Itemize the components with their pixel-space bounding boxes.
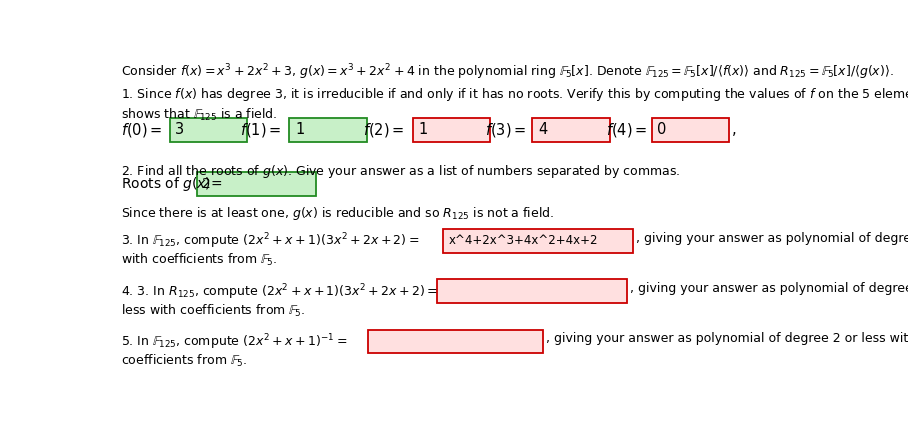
- Text: $f(3) =$: $f(3) =$: [485, 121, 527, 139]
- FancyBboxPatch shape: [412, 118, 490, 142]
- Text: $f(0) =$: $f(0) =$: [121, 121, 162, 139]
- FancyBboxPatch shape: [196, 172, 316, 196]
- FancyBboxPatch shape: [170, 118, 247, 142]
- Text: 1: 1: [419, 122, 428, 137]
- FancyBboxPatch shape: [369, 330, 543, 353]
- Text: $f(2) =$: $f(2) =$: [363, 121, 405, 139]
- Text: Since there is at least one, $g(x)$ is reducible and so $R_{125}$ is not a field: Since there is at least one, $g(x)$ is r…: [121, 205, 554, 222]
- Text: , giving your answer as polynomial of degree 2 or less: , giving your answer as polynomial of de…: [636, 232, 908, 245]
- Text: 5. In $\mathbb{F}_{125}$, compute $(2x^2 + x + 1)^{-1} = $: 5. In $\mathbb{F}_{125}$, compute $(2x^2…: [121, 332, 347, 352]
- FancyBboxPatch shape: [438, 279, 627, 303]
- Text: x^4+2x^3+4x^2+4x+2: x^4+2x^3+4x^2+4x+2: [449, 235, 598, 247]
- Text: Roots of $g(x)$=: Roots of $g(x)$=: [121, 175, 222, 193]
- Text: ,: ,: [731, 122, 736, 137]
- Text: 4. 3. In $R_{125}$, compute $(2x^2 + x + 1)(3x^2 + 2x + 2) = $: 4. 3. In $R_{125}$, compute $(2x^2 + x +…: [121, 282, 438, 302]
- Text: $f(4) =$: $f(4) =$: [607, 121, 647, 139]
- Text: , giving your answer as polynomial of degree 2 or: , giving your answer as polynomial of de…: [630, 282, 908, 295]
- FancyBboxPatch shape: [652, 118, 729, 142]
- Text: 1. Since $f(x)$ has degree 3, it is irreducible if and only if it has no roots. : 1. Since $f(x)$ has degree 3, it is irre…: [121, 86, 908, 103]
- Text: 3. In $\mathbb{F}_{125}$, compute $(2x^2 + x + 1)(3x^2 + 2x + 2) = $: 3. In $\mathbb{F}_{125}$, compute $(2x^2…: [121, 232, 419, 251]
- Text: 3: 3: [175, 122, 184, 137]
- Text: with coefficients from $\mathbb{F}_5$.: with coefficients from $\mathbb{F}_5$.: [121, 253, 277, 268]
- Text: shows that $\mathbb{F}_{125}$ is a field.: shows that $\mathbb{F}_{125}$ is a field…: [121, 107, 277, 124]
- Text: Consider $f(x) = x^3 + 2x^2 + 3$, $g(x) = x^3 + 2x^2 + 4$ in the polynomial ring: Consider $f(x) = x^3 + 2x^2 + 3$, $g(x) …: [121, 63, 893, 83]
- FancyBboxPatch shape: [443, 229, 633, 253]
- FancyBboxPatch shape: [290, 118, 367, 142]
- FancyBboxPatch shape: [532, 118, 609, 142]
- Text: 0: 0: [657, 122, 666, 137]
- Text: $f(1) =$: $f(1) =$: [240, 121, 281, 139]
- Text: 4: 4: [538, 122, 548, 137]
- Text: less with coefficients from $\mathbb{F}_5$.: less with coefficients from $\mathbb{F}_…: [121, 303, 305, 318]
- Text: , giving your answer as polynomial of degree 2 or less with: , giving your answer as polynomial of de…: [546, 332, 908, 345]
- Text: coefficients from $\mathbb{F}_5$.: coefficients from $\mathbb{F}_5$.: [121, 353, 246, 369]
- Text: 2: 2: [202, 177, 211, 191]
- Text: 2. Find all the roots of $g(x)$. Give your answer as a list of numbers separated: 2. Find all the roots of $g(x)$. Give yo…: [121, 163, 680, 181]
- Text: 1: 1: [295, 122, 304, 137]
